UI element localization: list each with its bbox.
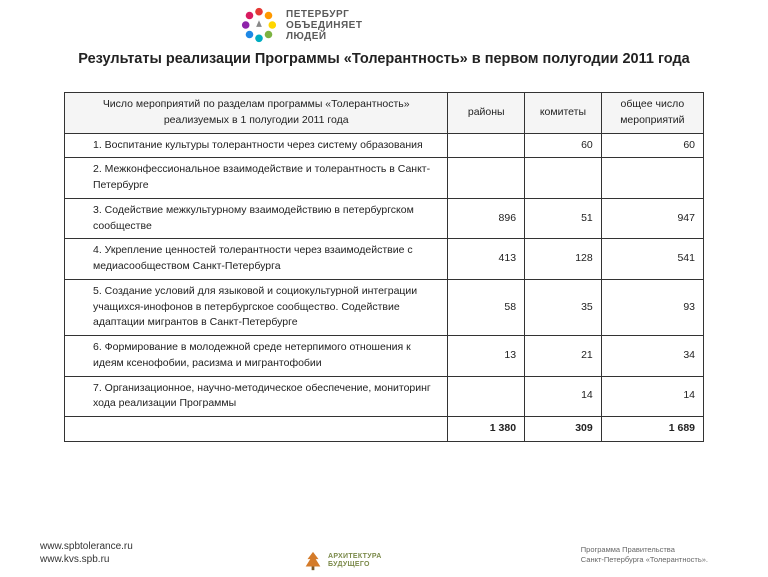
row-districts [448,133,525,158]
col-committees-header: комитеты [525,93,602,134]
row-total: 14 [601,376,703,417]
row-desc: 5. Создание условий для языковой и социо… [65,279,448,335]
row-committees: 21 [525,336,602,377]
row-total [601,158,703,199]
row-committees: 14 [525,376,602,417]
row-total: 34 [601,336,703,377]
table-row: 4. Укрепление ценностей толерантности че… [65,239,704,280]
row-total: 541 [601,239,703,280]
total-desc [65,417,448,442]
row-committees: 60 [525,133,602,158]
footer-center-logo: АРХИТЕКТУРА БУДУЩЕГО [302,550,382,572]
logo-line3: ЛЮДЕЙ [286,31,362,42]
row-districts [448,376,525,417]
logo-line1: ПЕТЕРБУРГ [286,9,362,20]
row-districts: 413 [448,239,525,280]
col-districts-header: районы [448,93,525,134]
row-committees: 128 [525,239,602,280]
logo-text: ПЕТЕРБУРГ ОБЪЕДИНЯЕТ ЛЮДЕЙ [286,9,362,42]
row-desc: 2. Межконфессиональное взаимодействие и … [65,158,448,199]
table-row: 1. Воспитание культуры толерантности чер… [65,133,704,158]
table-total-row: 1 3803091 689 [65,417,704,442]
row-districts: 13 [448,336,525,377]
row-desc: 3. Содействие межкультурному взаимодейст… [65,198,448,239]
footer-logo-text: АРХИТЕКТУРА БУДУЩЕГО [328,553,382,569]
row-total: 60 [601,133,703,158]
footer-right-line2: Санкт-Петербурга «Толерантность». [581,555,708,564]
logo-ring-icon [240,6,278,44]
logo-line2: ОБЪЕДИНЯЕТ [286,20,362,31]
footer-url-1: www.spbtolerance.ru [40,540,133,553]
page-title: Результаты реализации Программы «Толеран… [40,50,728,70]
table-row: 6. Формирование в молодежной среде нетер… [65,336,704,377]
footer-url-2: www.kvs.spb.ru [40,553,133,566]
row-committees [525,158,602,199]
table-header-row: Число мероприятий по разделам программы … [65,93,704,134]
col-desc-header: Число мероприятий по разделам программы … [65,93,448,134]
row-districts: 58 [448,279,525,335]
table-row: 2. Межконфессиональное взаимодействие и … [65,158,704,199]
total-val: 1 689 [601,417,703,442]
footer-logo-line2: БУДУЩЕГО [328,561,382,569]
row-total: 947 [601,198,703,239]
tree-icon [302,550,324,572]
header-logo: ПЕТЕРБУРГ ОБЪЕДИНЯЕТ ЛЮДЕЙ [240,6,362,44]
row-desc: 7. Организационное, научно-методическое … [65,376,448,417]
footer-program-note: Программа Правительства Санкт-Петербурга… [581,545,708,564]
row-desc: 1. Воспитание культуры толерантности чер… [65,133,448,158]
row-desc: 4. Укрепление ценностей толерантности че… [65,239,448,280]
row-total: 93 [601,279,703,335]
row-committees: 35 [525,279,602,335]
row-desc: 6. Формирование в молодежной среде нетер… [65,336,448,377]
footer-logo-line1: АРХИТЕКТУРА [328,553,382,561]
table-row: 5. Создание условий для языковой и социо… [65,279,704,335]
row-districts [448,158,525,199]
footer-urls: www.spbtolerance.ru www.kvs.spb.ru [40,540,133,566]
table-row: 7. Организационное, научно-методическое … [65,376,704,417]
row-districts: 896 [448,198,525,239]
total-val: 309 [525,417,602,442]
table-row: 3. Содействие межкультурному взаимодейст… [65,198,704,239]
footer-right-line1: Программа Правительства [581,545,708,554]
col-total-header: общее число мероприятий [601,93,703,134]
total-val: 1 380 [448,417,525,442]
results-table: Число мероприятий по разделам программы … [64,92,704,442]
row-committees: 51 [525,198,602,239]
